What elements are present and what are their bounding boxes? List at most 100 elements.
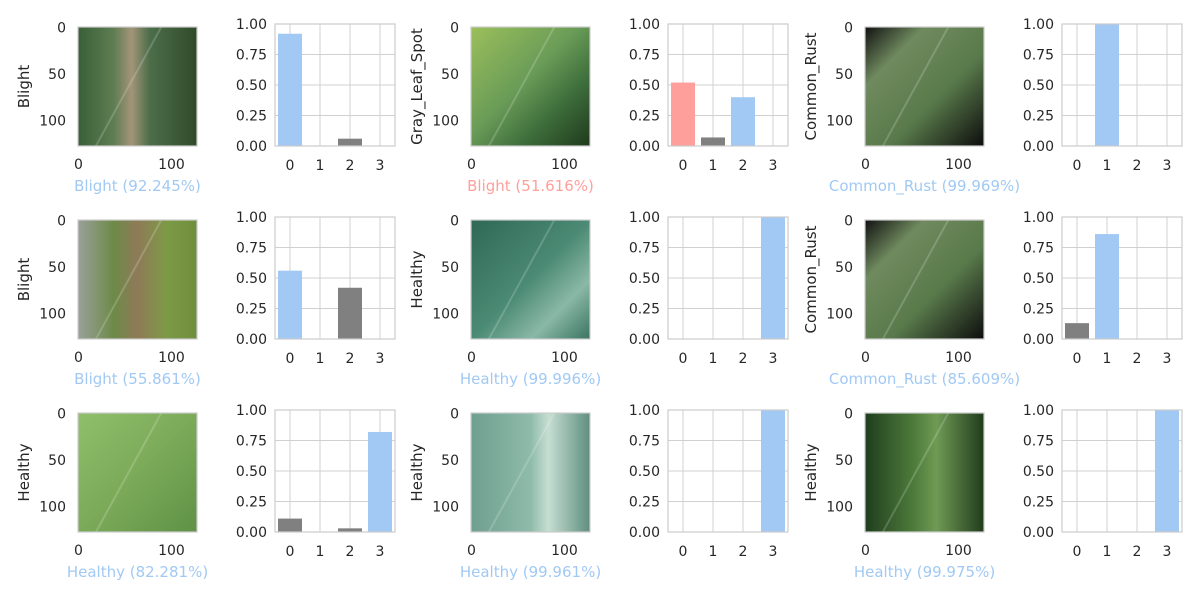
- bar-frame: [667, 216, 789, 340]
- leaf-image: [471, 220, 590, 339]
- image-ytick-label: 0: [450, 213, 459, 229]
- bar-ytick-label: 0.50: [236, 78, 267, 94]
- true-label: Healthy: [408, 250, 426, 308]
- bar-ytick-label: 0.25: [1023, 302, 1054, 318]
- prediction-caption: Healthy (99.975%): [854, 563, 995, 581]
- bar-frame: [274, 409, 396, 533]
- leaf-image: [471, 27, 590, 146]
- true-label: Blight: [15, 258, 33, 302]
- prediction-caption: Blight (92.245%): [74, 177, 201, 195]
- image-ytick-label: 50: [835, 67, 853, 83]
- bar-ytick-label: 1.00: [629, 210, 660, 226]
- bar-xtick-label: 1: [316, 158, 325, 174]
- image-ytick-label: 50: [48, 67, 66, 83]
- bar-ytick-label: 0.50: [1023, 464, 1054, 480]
- bar-xtick-label: 3: [1163, 351, 1172, 367]
- leaf-midrib: [487, 219, 556, 340]
- bar-xtick-label: 2: [346, 158, 355, 174]
- bar-ytick-label: 0.00: [629, 525, 660, 541]
- image-frame: [77, 412, 198, 533]
- true-label: Healthy: [802, 443, 820, 501]
- bar-frame: [1061, 23, 1183, 147]
- bar-xtick-label: 0: [1073, 351, 1082, 367]
- image-ytick-label: 0: [844, 406, 853, 422]
- image-frame: [864, 412, 985, 533]
- image-ytick-label: 50: [441, 260, 459, 276]
- image-xtick-label: 100: [551, 157, 578, 173]
- leaf-midrib: [94, 219, 163, 340]
- bar-ytick-label: 0.00: [1023, 139, 1054, 155]
- image-xtick-label: 100: [158, 543, 185, 559]
- image-frame: [470, 26, 591, 147]
- image-ytick-label: 50: [48, 260, 66, 276]
- leaf-midrib: [881, 26, 950, 147]
- image-ytick-label: 100: [39, 113, 66, 129]
- image-xtick-label: 0: [467, 157, 476, 173]
- bar-xtick-label: 1: [709, 158, 718, 174]
- bar-xtick-label: 2: [739, 158, 748, 174]
- leaf-midrib: [487, 412, 556, 533]
- probability-bar: [731, 97, 755, 146]
- prediction-caption: Healthy (82.281%): [67, 563, 208, 581]
- prediction-caption: Blight (51.616%): [467, 177, 594, 195]
- bar-ytick-label: 0.00: [236, 525, 267, 541]
- bar-ytick-label: 1.00: [629, 403, 660, 419]
- image-frame: [470, 219, 591, 340]
- bar-xtick-label: 0: [286, 158, 295, 174]
- probability-bar: [338, 138, 362, 146]
- leaf-image: [78, 413, 197, 532]
- image-xtick-label: 0: [74, 543, 83, 559]
- image-ytick-label: 0: [450, 406, 459, 422]
- bar-xtick-label: 3: [769, 544, 778, 560]
- image-ytick-label: 50: [441, 453, 459, 469]
- bar-ytick-label: 0.75: [1023, 48, 1054, 64]
- probability-bar: [278, 33, 302, 147]
- image-xtick-label: 0: [74, 157, 83, 173]
- bar-xtick-label: 3: [1163, 544, 1172, 560]
- leaf-image: [471, 413, 590, 532]
- image-ytick-label: 50: [48, 453, 66, 469]
- probability-bar: [701, 137, 725, 146]
- bar-xtick-label: 2: [1133, 544, 1142, 560]
- image-xtick-label: 0: [74, 350, 83, 366]
- image-xtick-label: 100: [945, 157, 972, 173]
- true-label: Healthy: [408, 443, 426, 501]
- prediction-caption: Healthy (99.961%): [460, 563, 601, 581]
- bar-ytick-label: 1.00: [236, 17, 267, 33]
- bar-xtick-label: 3: [769, 351, 778, 367]
- image-ytick-label: 100: [432, 499, 459, 515]
- prediction-caption: Healthy (99.996%): [460, 370, 601, 388]
- bar-ytick-label: 0.25: [629, 109, 660, 125]
- sample-panel: 0 50 100 0 100 Blight Blight (55.861%) 0.00 0.25…: [15, 210, 396, 388]
- bar-ytick-label: 0.50: [236, 464, 267, 480]
- probability-bar: [278, 270, 302, 339]
- bar-ytick-label: 0.75: [1023, 434, 1054, 450]
- image-ytick-label: 100: [826, 499, 853, 515]
- image-ytick-label: 100: [826, 306, 853, 322]
- bar-ytick-label: 0.75: [236, 241, 267, 257]
- leaf-midrib: [881, 412, 950, 533]
- image-xtick-label: 0: [467, 350, 476, 366]
- bar-frame: [667, 409, 789, 533]
- bar-ytick-label: 0.50: [629, 78, 660, 94]
- bar-ytick-label: 0.00: [236, 332, 267, 348]
- leaf-image: [78, 27, 197, 146]
- image-xtick-label: 100: [551, 543, 578, 559]
- probability-bar: [278, 518, 302, 532]
- true-label: Common_Rust: [802, 225, 821, 333]
- bar-xtick-label: 3: [1163, 158, 1172, 174]
- bar-ytick-label: 0.00: [629, 139, 660, 155]
- sample-panel: 0 50 100 0 100 Common_Rust Common_Rust (85.609…: [802, 210, 1183, 389]
- sample-panel: 0 50 100 0 100 Healthy Healthy (82.281%) 0.00 0.…: [15, 403, 396, 581]
- image-xtick-label: 100: [158, 350, 185, 366]
- sample-panel: 0 50 100 0 100 Healthy Healthy (99.961%) 0.00 0.…: [408, 403, 789, 581]
- bar-ytick-label: 1.00: [236, 403, 267, 419]
- bar-xtick-label: 2: [346, 544, 355, 560]
- bar-ytick-label: 0.00: [236, 139, 267, 155]
- leaf-midrib: [881, 219, 950, 340]
- probability-bar: [761, 217, 785, 339]
- sample-panel: 0 50 100 0 100 Gray_Leaf_Spot Blight (51.616%)…: [408, 17, 789, 195]
- bar-ytick-label: 0.00: [1023, 332, 1054, 348]
- image-ytick-label: 0: [450, 20, 459, 36]
